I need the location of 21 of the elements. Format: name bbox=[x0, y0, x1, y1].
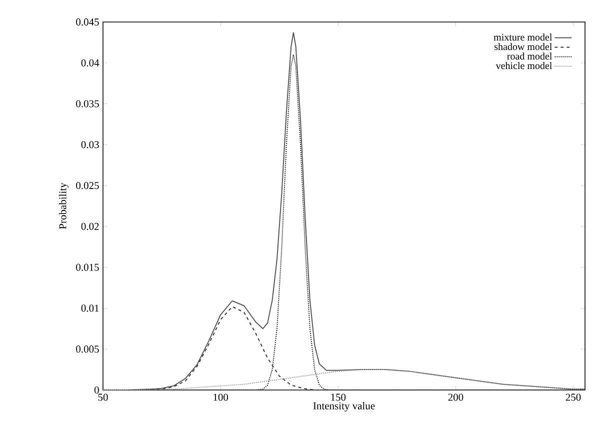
y-tick-label: 0.04 bbox=[81, 59, 100, 66]
x-tick-label: 250 bbox=[566, 394, 581, 401]
x-tick-label: 100 bbox=[214, 394, 228, 401]
y-tick-label: 0.025 bbox=[76, 182, 99, 190]
y-tick-label: 0.02 bbox=[81, 222, 99, 230]
y-tick-label: 0.035 bbox=[76, 100, 99, 108]
x-tick-label: 50 bbox=[98, 394, 108, 401]
y-tick-label: 0.015 bbox=[76, 264, 99, 271]
legend-label: shadow model bbox=[494, 43, 552, 50]
legend-label: road model bbox=[507, 52, 552, 60]
legend-label: vehicle model bbox=[496, 62, 552, 70]
x-tick-label: 150 bbox=[331, 394, 346, 401]
x-axis-title: Intensity value bbox=[313, 402, 375, 412]
y-tick-label: 0 bbox=[94, 386, 99, 394]
y-tick-label: 0.03 bbox=[81, 141, 99, 148]
y-tick-label: 0.045 bbox=[76, 18, 99, 26]
y-axis-title: Probability bbox=[58, 182, 68, 230]
y-tick-label: 0.005 bbox=[76, 346, 99, 353]
x-tick-label: 200 bbox=[448, 394, 464, 401]
legend-label: mixture model bbox=[494, 34, 552, 41]
y-tick-label: 0.01 bbox=[81, 304, 99, 312]
